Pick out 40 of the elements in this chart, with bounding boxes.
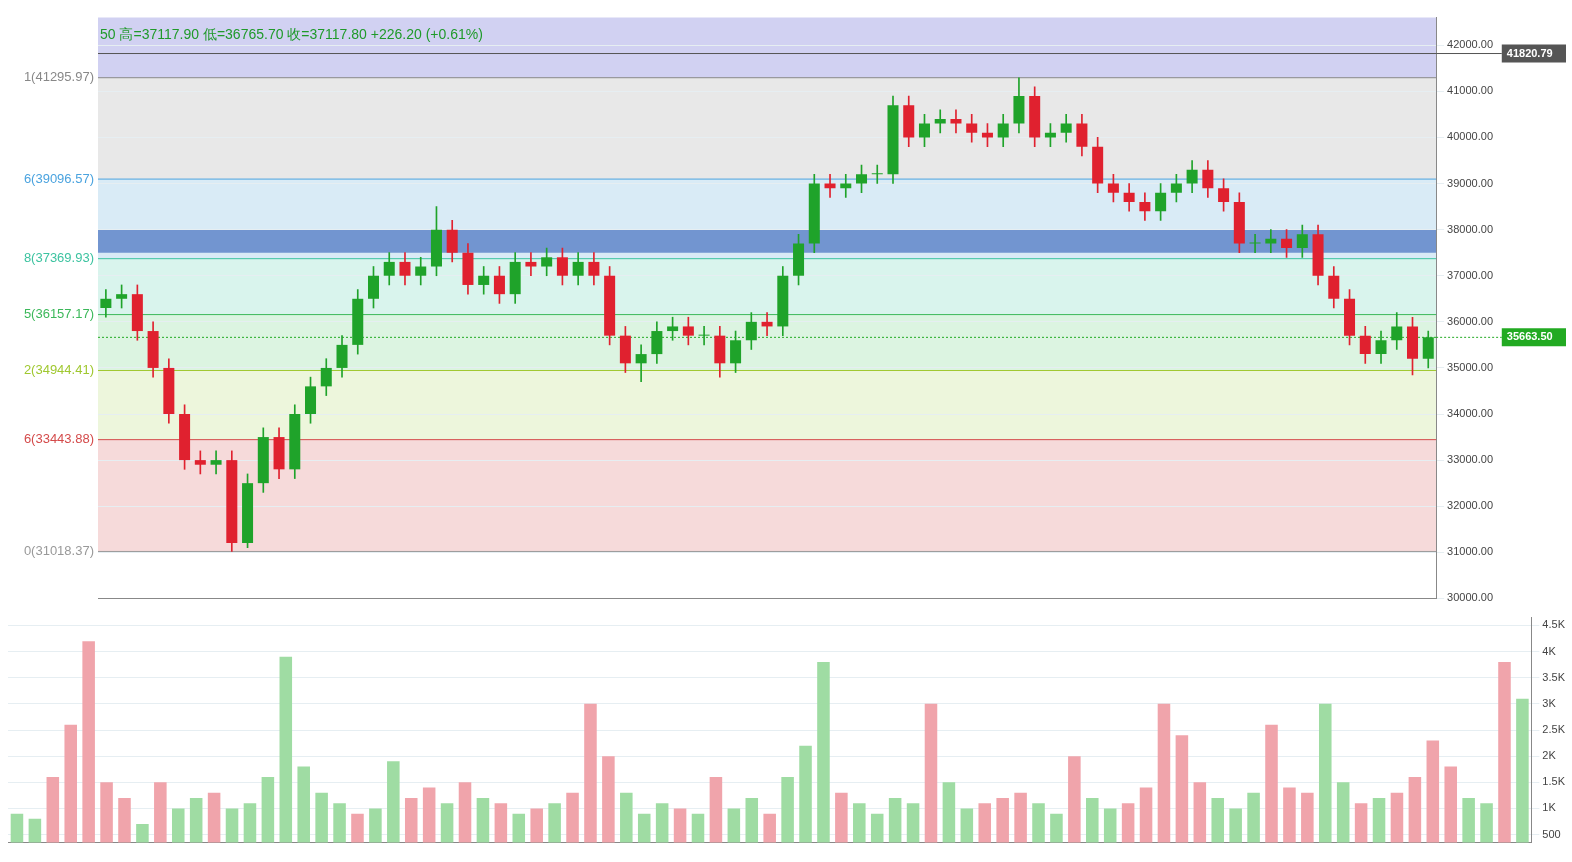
y-tick-label: 33000.00	[1447, 453, 1494, 466]
candlestick	[210, 450, 222, 475]
ref-line-label: 8(37369.93)	[23, 250, 94, 266]
candlestick	[934, 109, 946, 134]
y-tick-label: 38000.00	[1447, 222, 1494, 235]
candlestick	[194, 450, 206, 475]
y-tick-label: 37000.00	[1447, 268, 1494, 281]
y-tick-label: 2.5K	[1542, 723, 1566, 736]
candlestick	[1249, 233, 1261, 254]
y-tick-label: 3K	[1542, 696, 1557, 709]
annotation: 50 高=37117.90 低=36765.70 收=37117.80 +226.20 (+0.61%)	[100, 26, 483, 43]
y-tick-label: 2K	[1542, 749, 1557, 762]
y-tick-label: 30000.00	[1447, 591, 1494, 604]
y-tick-label: 41000.00	[1447, 84, 1494, 97]
y-tick-label: 3.5K	[1542, 670, 1566, 683]
ref-line-label: 6(33443.88)	[23, 431, 94, 447]
ref-line-label: 35663.50	[1506, 330, 1553, 343]
y-tick-label: 40000.00	[1447, 130, 1494, 143]
y-tick-label: 39000.00	[1447, 176, 1494, 189]
ref-line-label: 1(41295.97)	[23, 69, 94, 85]
y-tick-label: 35000.00	[1447, 360, 1494, 373]
y-tick-label: 4K	[1542, 644, 1557, 657]
y-tick-label: 1.5K	[1542, 775, 1566, 788]
ref-line-label: 0(31018.37)	[23, 543, 94, 559]
ref-line-label: 2(34944.41)	[23, 362, 94, 378]
y-tick-label: 36000.00	[1447, 314, 1494, 327]
candlestick	[950, 109, 962, 134]
y-tick-label: 42000.00	[1447, 38, 1494, 51]
y-tick-label: 31000.00	[1447, 545, 1494, 558]
candlestick	[525, 252, 537, 277]
candlestick	[871, 164, 883, 184]
ref-line-label: 5(36157.17)	[23, 306, 94, 322]
y-tick-label: 4.5K	[1542, 618, 1566, 631]
ref-line-label: 6(39096.57)	[23, 170, 94, 186]
candlestick	[635, 344, 647, 383]
y-tick-label: 34000.00	[1447, 407, 1494, 420]
ref-line-label: 41820.79	[1506, 46, 1553, 59]
y-tick-label: 1K	[1542, 801, 1557, 814]
y-tick-label: 500	[1542, 827, 1561, 840]
y-tick-label: 32000.00	[1447, 499, 1494, 512]
